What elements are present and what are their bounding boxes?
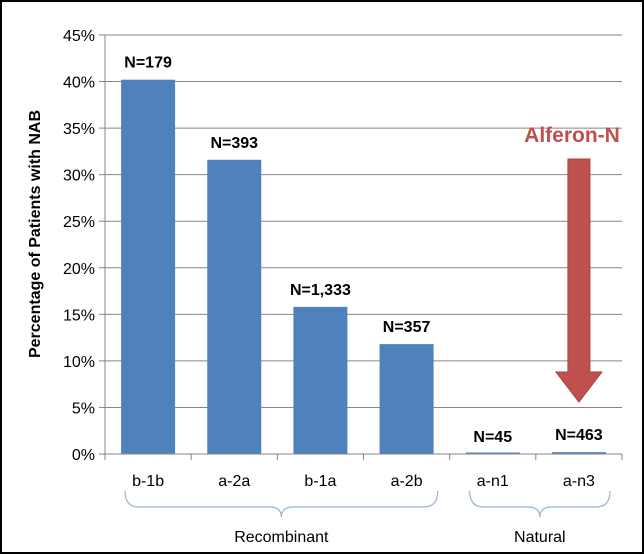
x-axis: b-1b a-2a b-1a a-2b a-n1 a-n3	[104, 453, 623, 490]
annotation: Alferon-N	[524, 124, 620, 403]
x-tick-label: a-n3	[563, 473, 595, 490]
y-tick-label: 25%	[63, 214, 95, 231]
data-label: N=1,333	[290, 282, 351, 299]
group-bracket	[124, 490, 439, 518]
bar-a-2b	[379, 344, 434, 454]
y-tick-label: 20%	[63, 261, 95, 278]
x-tick-label: a-2b	[391, 473, 423, 490]
x-tick-label: a-n1	[477, 473, 509, 490]
data-label: N=393	[210, 135, 258, 152]
y-tick-label: 15%	[63, 307, 95, 324]
gridlines	[105, 34, 622, 408]
y-tick-label: 35%	[63, 121, 95, 138]
x-tick-label: b-1a	[304, 473, 336, 490]
data-label: N=357	[383, 319, 431, 336]
data-label: N=45	[473, 429, 512, 446]
down-arrow-icon	[554, 158, 603, 403]
data-label: N=179	[124, 55, 172, 72]
bar-b-1a	[293, 306, 348, 454]
y-axis: 0% 5% 10% 15% 20% 25% 30% 35% 40% 45%	[63, 28, 106, 464]
bar-a-2a	[207, 159, 262, 454]
bar-a-n3	[551, 452, 606, 454]
bar-a-n1	[465, 452, 520, 454]
y-tick-label: 0%	[72, 447, 95, 464]
category-groups: Recombinant Natural	[124, 490, 611, 546]
y-tick-label: 10%	[63, 354, 95, 371]
group-label: Natural	[514, 529, 566, 546]
y-tick-label: 40%	[63, 75, 95, 92]
y-tick-label: 30%	[63, 168, 95, 185]
group-bracket	[469, 490, 611, 518]
y-axis-title: Percentage of Patients with NAB	[27, 110, 44, 358]
data-label: N=463	[555, 427, 603, 444]
group-label: Recombinant	[234, 529, 329, 546]
x-tick-label: b-1b	[132, 473, 164, 490]
bar-b-1b	[121, 79, 176, 455]
bars	[121, 79, 606, 455]
annotation-label: Alferon-N	[524, 124, 620, 147]
data-labels: N=179 N=393 N=1,333 N=357 N=45 N=463	[124, 55, 603, 446]
x-tick-label: a-2a	[218, 473, 250, 490]
y-tick-label: 5%	[72, 400, 95, 417]
y-tick-label: 45%	[63, 28, 95, 45]
